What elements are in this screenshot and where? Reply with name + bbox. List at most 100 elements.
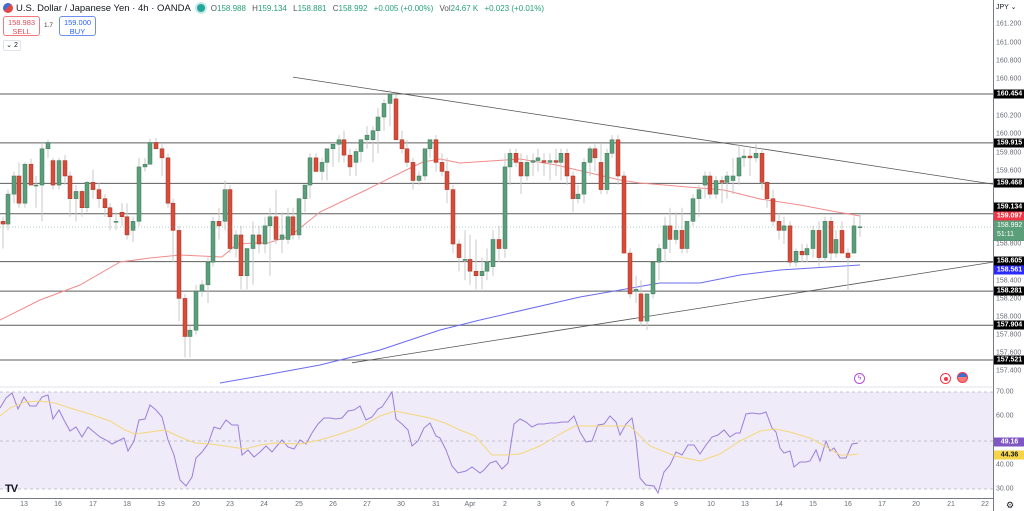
time-tick: 8 <box>640 501 644 508</box>
ma50-line <box>221 158 861 258</box>
price-tick: 158.200 <box>996 295 1022 303</box>
symbol-title[interactable]: U.S. Dollar / Japanese Yen · 4h · OANDA <box>16 2 191 14</box>
bearish-candle <box>393 98 399 140</box>
time-tick: 10 <box>707 501 715 508</box>
moving-averages <box>0 158 861 384</box>
low-value: 158.881 <box>297 3 327 13</box>
record-event-icon[interactable] <box>940 373 951 384</box>
bullish-candle <box>142 163 148 168</box>
bearish-candle <box>102 198 108 208</box>
bullish-candle <box>702 175 708 186</box>
bearish-candle <box>496 239 502 249</box>
bullish-candle <box>479 270 485 276</box>
level-price-tag: 158.605 <box>994 256 1024 266</box>
level-price-tag: 159.915 <box>994 138 1024 148</box>
bullish-candle <box>336 139 342 145</box>
candles <box>0 89 863 358</box>
time-tick: 7 <box>605 501 609 508</box>
bullish-candle <box>810 230 816 249</box>
sell-button[interactable]: 158.983 SELL <box>3 16 40 36</box>
bearish-candle <box>592 148 598 159</box>
open-label: O <box>210 3 218 13</box>
bullish-candle <box>210 221 216 263</box>
bullish-candle <box>741 155 747 159</box>
bearish-candle <box>119 212 125 218</box>
bullish-candle <box>730 175 736 181</box>
bearish-candle <box>553 160 559 163</box>
bearish-candle <box>216 221 222 227</box>
bearish-candle <box>759 153 765 183</box>
bearish-candle <box>176 230 182 299</box>
bullish-candle <box>296 198 302 236</box>
symbol-header: U.S. Dollar / Japanese Yen · 4h · OANDA … <box>0 0 990 16</box>
bearish-candle <box>816 230 822 258</box>
bearish-candle <box>518 162 524 177</box>
bullish-candle <box>187 329 193 337</box>
open-value: 158.988 <box>217 3 246 13</box>
price-tick: 160.800 <box>996 57 1022 65</box>
price-chart-canvas[interactable] <box>0 0 993 498</box>
rsi-line <box>0 390 859 495</box>
bearish-candle <box>347 154 353 168</box>
bearish-candle <box>410 162 416 181</box>
bullish-candle <box>724 175 730 183</box>
bullish-candle <box>358 139 364 152</box>
ma200-line <box>219 264 861 384</box>
ma50-price-tag: 159.097 <box>994 211 1024 221</box>
collapse-indicators-button[interactable]: ⌄ 2 <box>3 40 21 51</box>
price-tick: 160.200 <box>996 112 1022 120</box>
bullish-candle <box>502 166 508 249</box>
level-price-tag: 160.454 <box>994 89 1024 99</box>
bearish-candle <box>0 221 6 225</box>
bullish-candle <box>199 284 205 292</box>
bullish-candle <box>193 290 199 331</box>
tradingview-logo[interactable]: TV <box>5 483 18 495</box>
bullish-candle <box>662 225 668 249</box>
bullish-candle <box>147 142 153 165</box>
time-tick: 21 <box>947 501 955 508</box>
time-axis[interactable]: 13 16 17 18 19 20 23 24 25 26 27 30 31 Apr 2 3 6 7 8 9 10 13 1… <box>0 498 993 511</box>
us-economic-event-icon[interactable] <box>957 372 968 383</box>
price-tick: 159.800 <box>996 149 1022 157</box>
level-price-tag: 158.281 <box>994 286 1024 296</box>
trendline <box>351 261 993 364</box>
bearish-candle <box>433 139 439 163</box>
bullish-candle <box>364 134 370 140</box>
price-tick: 159.600 <box>996 167 1022 175</box>
level-price-tag: 157.521 <box>994 355 1024 365</box>
bearish-candle <box>679 230 685 249</box>
rsi-value-tag: 49.16 <box>994 437 1024 447</box>
bullish-candle <box>113 221 119 223</box>
bullish-candle <box>319 162 325 172</box>
bullish-candle <box>84 182 90 208</box>
lightning-event-icon[interactable]: ϟ <box>854 373 865 384</box>
rsi-ma-line <box>0 400 859 462</box>
volume-value: 24.67 K <box>450 3 479 13</box>
bullish-candle <box>833 239 839 254</box>
bullish-candle <box>587 148 593 163</box>
price-axis[interactable]: JPY ⌄ 158.992 51:11 161.200 161.000 160.80… <box>993 0 1024 511</box>
bullish-candle <box>302 184 308 199</box>
bullish-candle <box>22 163 28 204</box>
settings-gear-icon[interactable]: ⚙ <box>1006 500 1015 510</box>
bearish-candle <box>707 175 713 195</box>
bullish-candle <box>462 259 468 261</box>
bullish-candle <box>575 193 581 199</box>
currency-selector[interactable]: JPY ⌄ <box>996 4 1017 11</box>
bullish-candle <box>381 103 387 118</box>
horizontal-levels <box>0 93 993 361</box>
bullish-candle <box>793 251 799 263</box>
bullish-candle <box>535 157 541 161</box>
bullish-candle <box>244 248 250 276</box>
time-tick: 9 <box>674 501 678 508</box>
bullish-candle <box>696 189 702 199</box>
bullish-candle <box>781 225 787 231</box>
close-value: 158.992 <box>338 3 368 13</box>
bearish-candle <box>341 139 347 156</box>
bullish-candle <box>753 153 759 159</box>
bearish-candle <box>541 160 547 163</box>
buy-button[interactable]: 159.000 BUY <box>59 16 96 36</box>
bullish-candle <box>279 234 285 240</box>
current-price: 158.992 <box>997 222 1023 229</box>
price-tick: 158.800 <box>996 240 1022 248</box>
